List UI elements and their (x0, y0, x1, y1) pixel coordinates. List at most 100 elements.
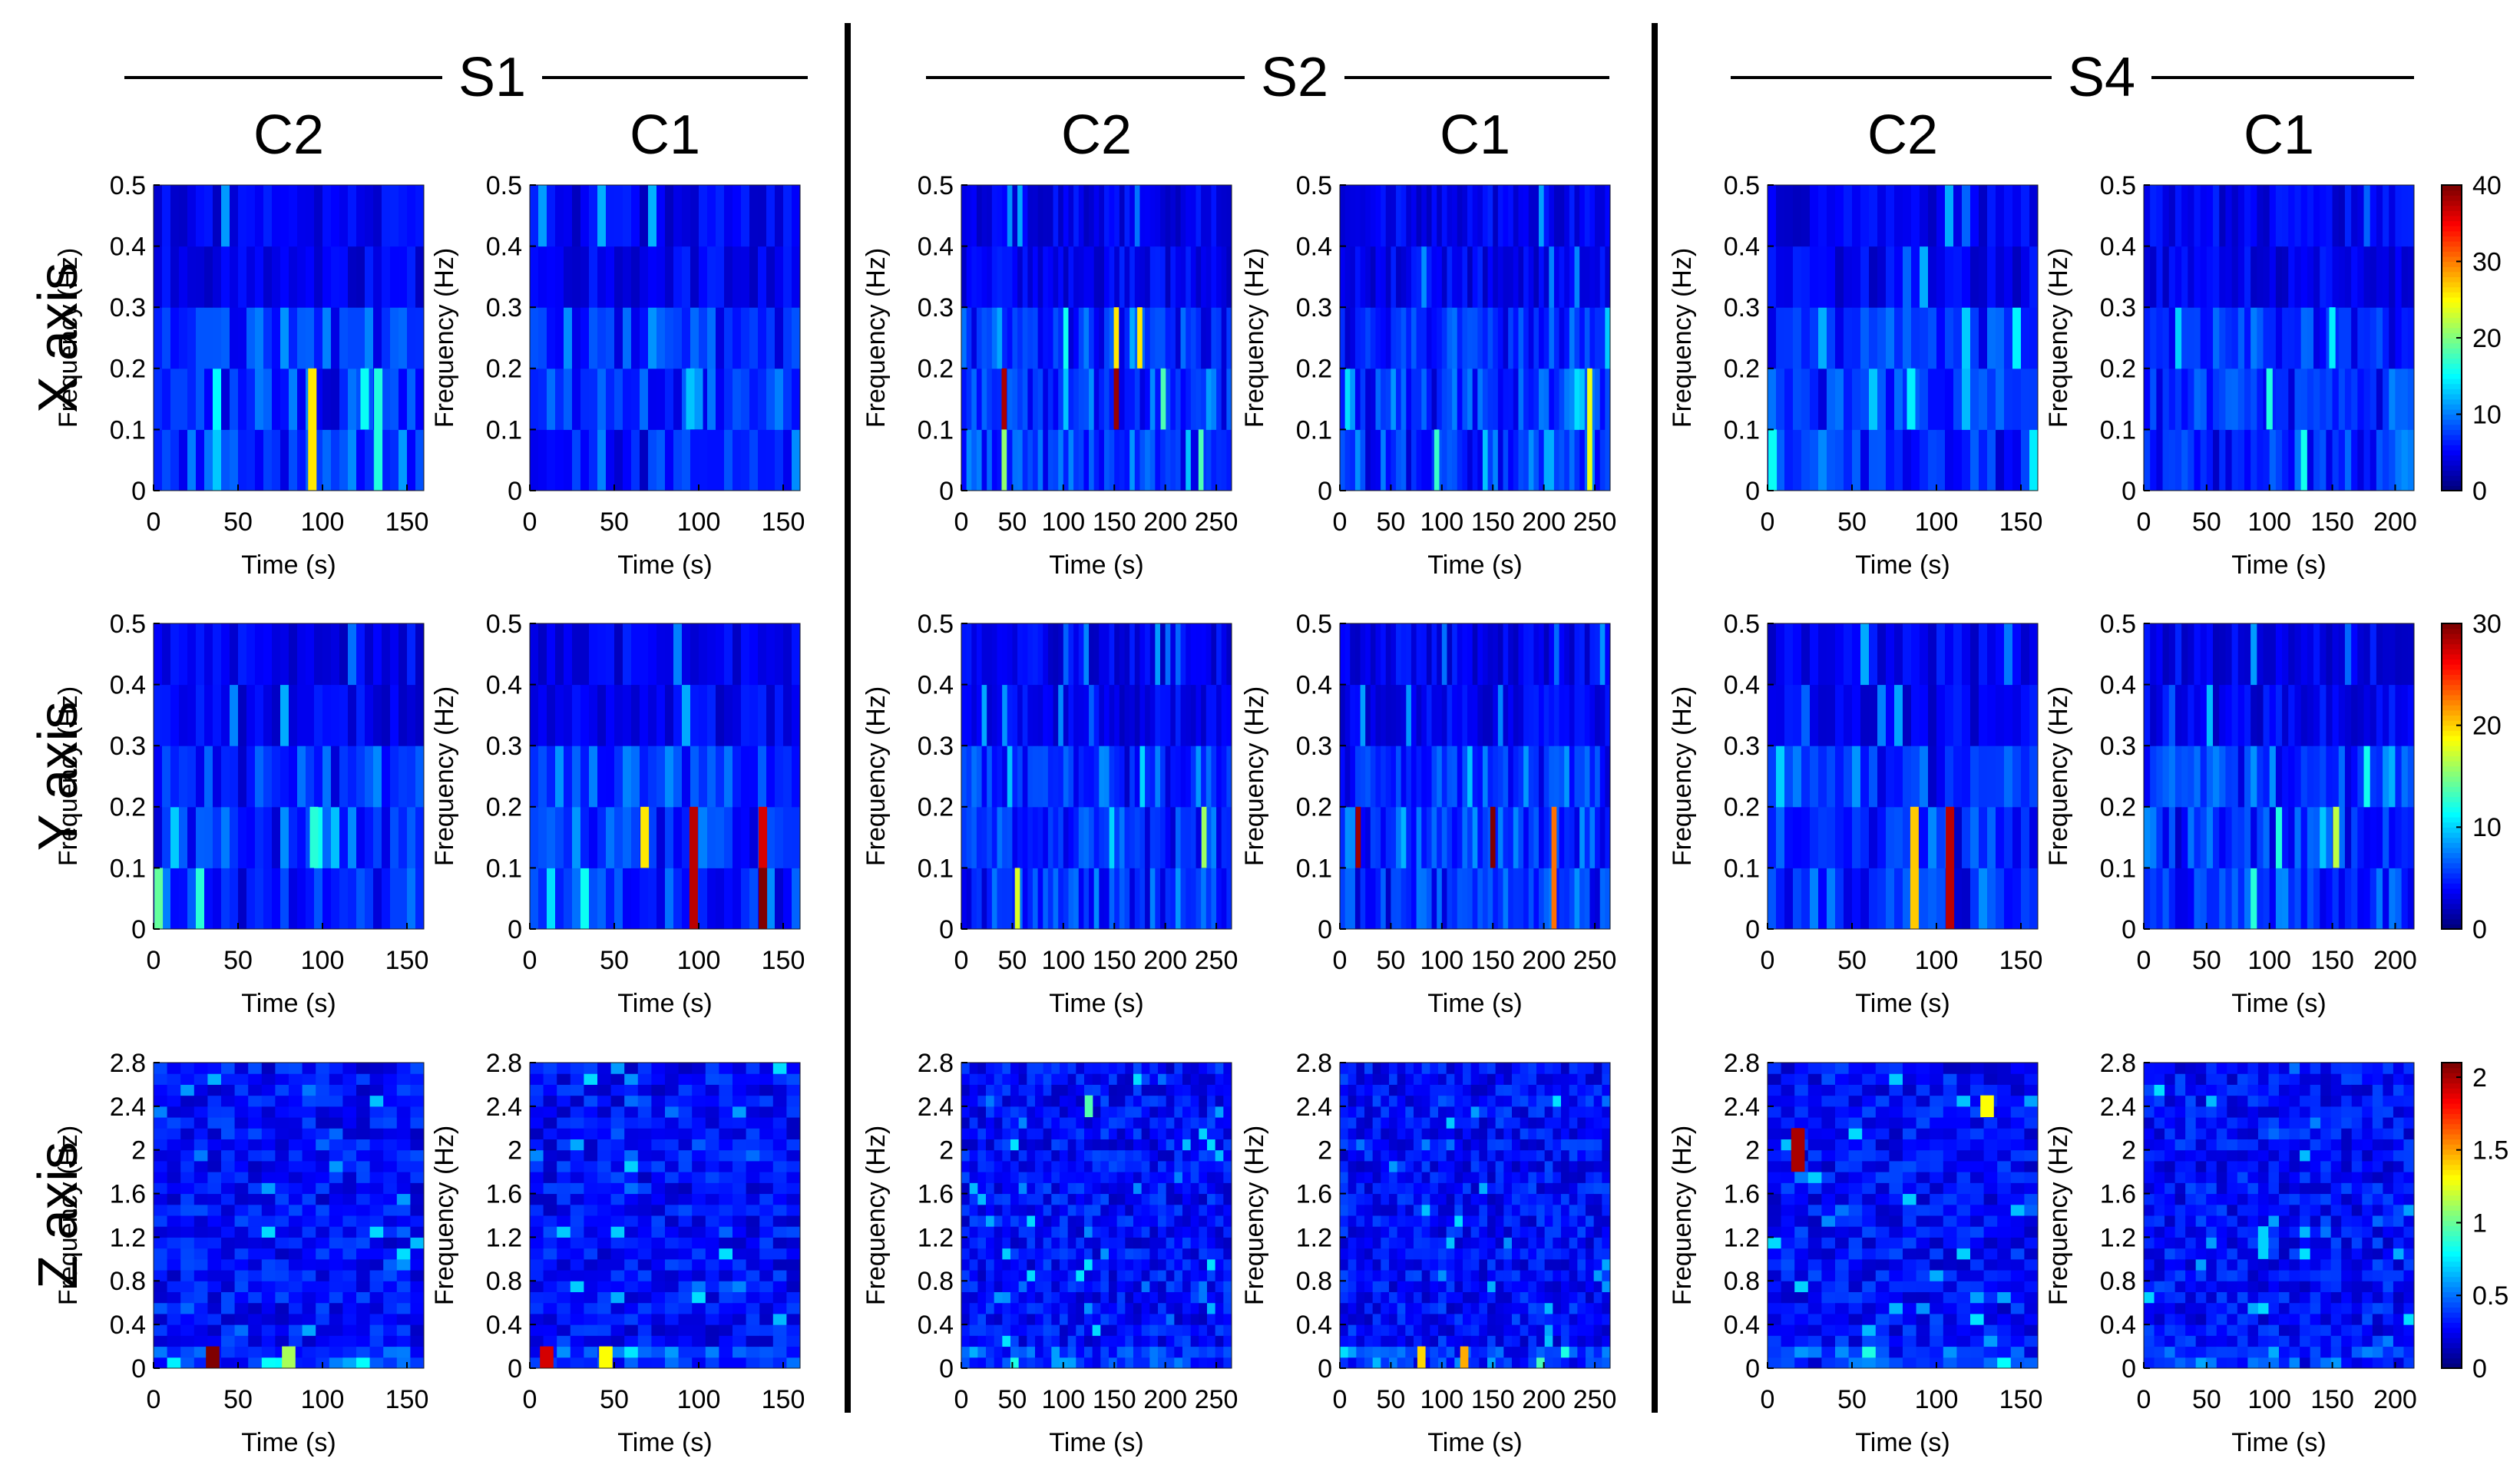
heatmap-cell (1911, 368, 1920, 430)
heatmap-cell (329, 1149, 343, 1162)
heatmap-cell (733, 1139, 747, 1151)
heatmap-cell (193, 1128, 208, 1139)
heatmap-cell (1903, 307, 1912, 369)
heatmap-cell (631, 684, 640, 746)
heatmap-cell (1053, 246, 1059, 308)
heatmap-cell (530, 1182, 544, 1195)
heatmap-cell (665, 368, 674, 430)
heatmap-cell (302, 1106, 316, 1118)
heatmap-cell (2320, 368, 2327, 430)
heatmap-cell (1182, 1215, 1192, 1227)
heatmap-cell (1027, 246, 1033, 308)
heatmap-cell (719, 1073, 733, 1085)
heatmap-cell (2383, 684, 2389, 746)
heatmap-cell (1037, 868, 1043, 930)
heatmap-cell (977, 1149, 987, 1162)
heatmap-cell (1043, 1160, 1052, 1172)
heatmap-hotspot (1434, 429, 1440, 491)
heatmap-cell (1116, 1073, 1126, 1085)
heatmap-cell (2288, 185, 2295, 247)
heatmap-cell (1116, 1215, 1126, 1227)
heatmap-cell (2162, 429, 2170, 491)
heatmap-cell (1579, 868, 1586, 930)
heatmap-cell (383, 1270, 398, 1281)
heatmap-cell (1109, 246, 1115, 308)
heatmap-cell (2206, 368, 2214, 430)
heatmap-cell (1579, 307, 1586, 369)
heatmap-cell (1060, 1193, 1069, 1205)
heatmap-cell (692, 1258, 706, 1271)
heatmap-cell (2012, 185, 2022, 247)
heatmap-cell (1226, 246, 1232, 308)
heatmap-cell (786, 1291, 801, 1304)
heatmap-cell (665, 1291, 680, 1304)
heatmap-cell (997, 246, 1003, 308)
heatmap-cell (1180, 868, 1186, 930)
heatmap-cell (759, 1270, 774, 1281)
colorbar-segment (2442, 236, 2462, 242)
heatmap-cell (1410, 429, 1417, 491)
heatmap-cell (1482, 429, 1489, 491)
heatmap-cell (2263, 746, 2270, 808)
heatmap-cell (1962, 185, 1971, 247)
heatmap-cell (572, 623, 581, 686)
heatmap-cell (665, 746, 674, 808)
heatmap-cell (342, 1324, 357, 1336)
heatmap-cell (1426, 806, 1433, 868)
x-tick-label: 150 (2310, 946, 2354, 975)
heatmap-cell (1141, 1226, 1150, 1238)
heatmap-cell (193, 1324, 208, 1336)
heatmap-cell (759, 1357, 774, 1369)
heatmap-cell (570, 1117, 584, 1129)
heatmap-cell (648, 806, 657, 868)
colorbar-segment (2442, 638, 2462, 645)
heatmap-cell (410, 1084, 425, 1096)
heatmap-cell (1410, 623, 1417, 686)
heatmap-cell (1116, 1084, 1126, 1096)
heatmap-cell (180, 1237, 195, 1249)
heatmap-cell (570, 1139, 584, 1151)
x-axis-label: Time (s) (2231, 550, 2326, 580)
heatmap-cell (383, 1313, 398, 1325)
heatmap-cell (1226, 684, 1232, 746)
heatmap-cell (1007, 246, 1013, 308)
heatmap-cell (538, 368, 547, 430)
heatmap-cell (741, 246, 750, 308)
heatmap-cell (994, 1215, 1003, 1227)
heatmap-cell (775, 868, 784, 930)
heatmap-cell (1962, 746, 1971, 808)
heatmap-cell (1180, 246, 1186, 308)
heatmap-cell (1928, 307, 1937, 369)
heatmap-cell (329, 1346, 343, 1358)
heatmap-cell (1818, 429, 1827, 491)
heatmap-cell (678, 1073, 693, 1085)
colorbar-segment (2442, 408, 2462, 415)
heatmap-hotspot (309, 806, 319, 868)
heatmap-cell (570, 1324, 584, 1336)
heatmap-cell (1370, 185, 1376, 247)
heatmap-cell (383, 1073, 398, 1085)
heatmap-cell (614, 684, 623, 746)
heatmap-cell (261, 1335, 276, 1347)
heatmap-cell (1979, 368, 1988, 430)
heatmap-cell (306, 185, 315, 247)
heatmap-cell (538, 246, 547, 308)
heatmap-cell (356, 1313, 371, 1325)
heatmap-cell (1970, 684, 1979, 746)
heatmap-cell (1158, 1335, 1167, 1347)
heatmap-cell (1385, 185, 1391, 247)
heatmap-cell (624, 1106, 639, 1118)
heatmap-cell (969, 1063, 978, 1074)
heatmap-cell (1559, 185, 1565, 247)
heatmap-cell (1149, 1172, 1159, 1183)
heatmap-cell (1129, 429, 1136, 491)
heatmap-cell (1579, 806, 1586, 868)
heatmap-cell (234, 1182, 249, 1195)
heatmap-cell (2351, 246, 2358, 308)
heatmap-cell (1060, 1063, 1069, 1074)
group-label-s4: S4 (2068, 47, 2135, 108)
heatmap-cell (665, 1193, 680, 1205)
heatmap-cell (1584, 246, 1590, 308)
